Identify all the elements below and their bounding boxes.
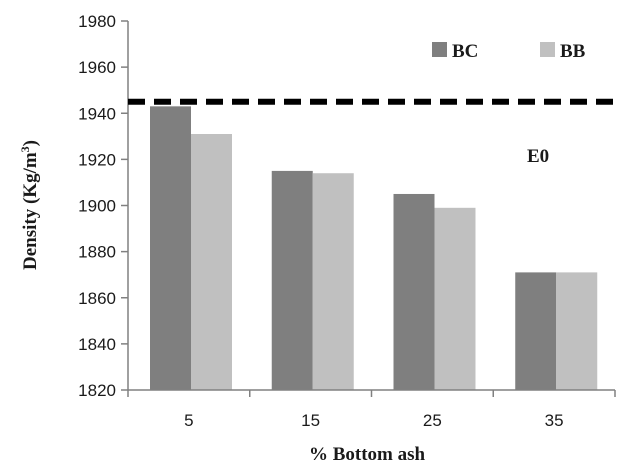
- x-tick-label: 35: [545, 411, 564, 430]
- bar-bb-35: [556, 272, 598, 390]
- y-tick-label: 1900: [78, 197, 116, 216]
- y-tick-label: 1820: [78, 381, 116, 400]
- bar-bc-35: [515, 272, 557, 390]
- y-axis-title-superscript: 3: [18, 146, 32, 152]
- y-tick-label: 1880: [78, 243, 116, 262]
- bar-bc-25: [393, 193, 435, 390]
- bar-bb-5: [191, 134, 232, 390]
- y-axis-title: Density (Kg/m3): [18, 140, 41, 270]
- legend-swatch-bc: [432, 42, 447, 57]
- legend-label-bb: BB: [560, 41, 586, 62]
- x-axis-title: % Bottom ash: [309, 444, 426, 465]
- x-tick-label: 15: [301, 411, 320, 430]
- y-tick-label: 1960: [78, 58, 116, 77]
- reference-line-label: E0: [527, 146, 549, 167]
- bar-bc-15: [271, 170, 313, 390]
- y-axis-title-close: ): [20, 140, 41, 146]
- legend: BC BB: [432, 41, 586, 62]
- x-tick-label: 5: [184, 411, 193, 430]
- y-axis-title-main: Density (Kg/m: [20, 152, 41, 270]
- y-tick-label: 1840: [78, 335, 116, 354]
- legend-label-bc: BC: [452, 41, 478, 62]
- y-tick-label: 1980: [78, 12, 116, 31]
- legend-swatch-bb: [540, 42, 555, 57]
- y-tick-label: 1860: [78, 289, 116, 308]
- bar-bb-25: [434, 207, 476, 390]
- bars: [150, 106, 598, 391]
- y-tick-label: 1940: [78, 104, 116, 123]
- bar-bc-5: [150, 106, 191, 391]
- bar-bb-15: [312, 173, 354, 390]
- x-axis-ticks: 5 15 25 35: [127, 390, 616, 430]
- x-tick-label: 25: [423, 411, 442, 430]
- y-tick-label: 1920: [78, 150, 116, 169]
- y-axis-ticks: 1820 1840 1860 1880 1900 1920 1940 1960 1980: [78, 12, 128, 400]
